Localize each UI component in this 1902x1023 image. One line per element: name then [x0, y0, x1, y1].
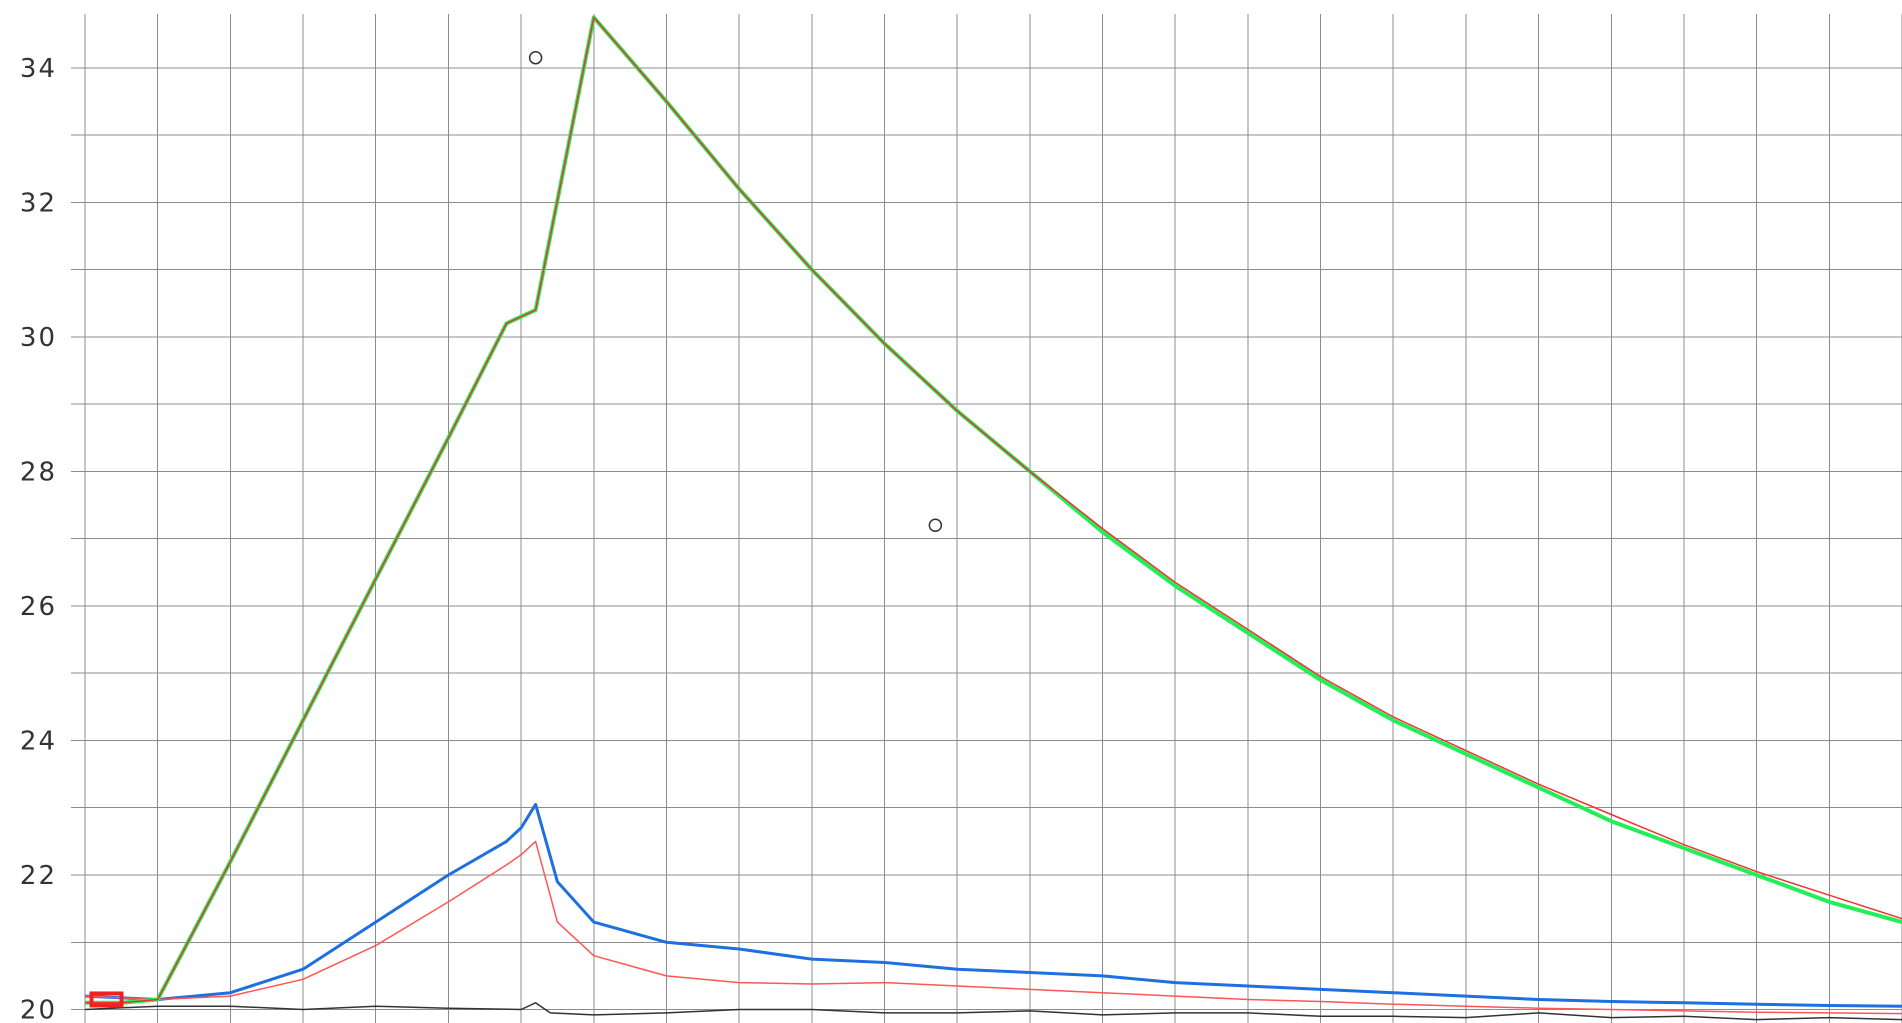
y-tick-label: 20 [20, 996, 57, 1023]
series-layer [84, 15, 1902, 1021]
data-marker [928, 518, 943, 532]
series-line-measured-high [85, 15, 1902, 1005]
y-axis-ticks: 20 22 24 26 28 30 32 34 [20, 54, 85, 1023]
series-line-fit-low [84, 840, 1902, 1015]
y-tick-label: 32 [20, 188, 57, 218]
data-marker [528, 50, 543, 65]
y-tick-label: 34 [20, 54, 57, 84]
grid [84, 14, 1902, 1023]
series-line-measured-low [84, 802, 1902, 1008]
y-tick-label: 28 [20, 457, 57, 487]
y-tick-label: 30 [20, 323, 57, 353]
start-marker [89, 991, 124, 1008]
marker-layer [89, 50, 943, 1008]
y-tick-label: 24 [20, 726, 57, 756]
series-line-fit-high [85, 16, 1902, 1004]
y-tick-label: 22 [20, 861, 57, 891]
series-line-baseline [84, 1002, 1902, 1021]
y-tick-label: 26 [20, 592, 57, 622]
